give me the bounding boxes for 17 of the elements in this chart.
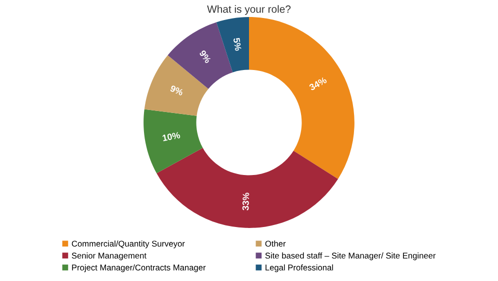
donut-slice [144,109,203,174]
chart-title: What is your role? [207,5,291,15]
legend-label: Other [265,240,286,247]
data-label: 9% [199,50,212,64]
data-label: 10% [162,132,180,142]
donut-slice [156,148,338,228]
legend-label: Senior Management [72,252,146,260]
data-label: 9% [170,84,184,96]
legend-label: Site based staff – Site Manager/ Site Engineer [265,252,436,260]
donut-slice [216,17,249,72]
donut-slice [249,17,354,179]
data-label: 5% [233,38,242,51]
legend-label: Project Manager/Contracts Manager [72,264,206,272]
legend-label: Legal Professional [266,264,333,272]
legend-label: Commercial/Quantity Surveyor [72,240,185,248]
data-label: 34% [308,76,328,91]
data-label: 33% [242,192,250,210]
